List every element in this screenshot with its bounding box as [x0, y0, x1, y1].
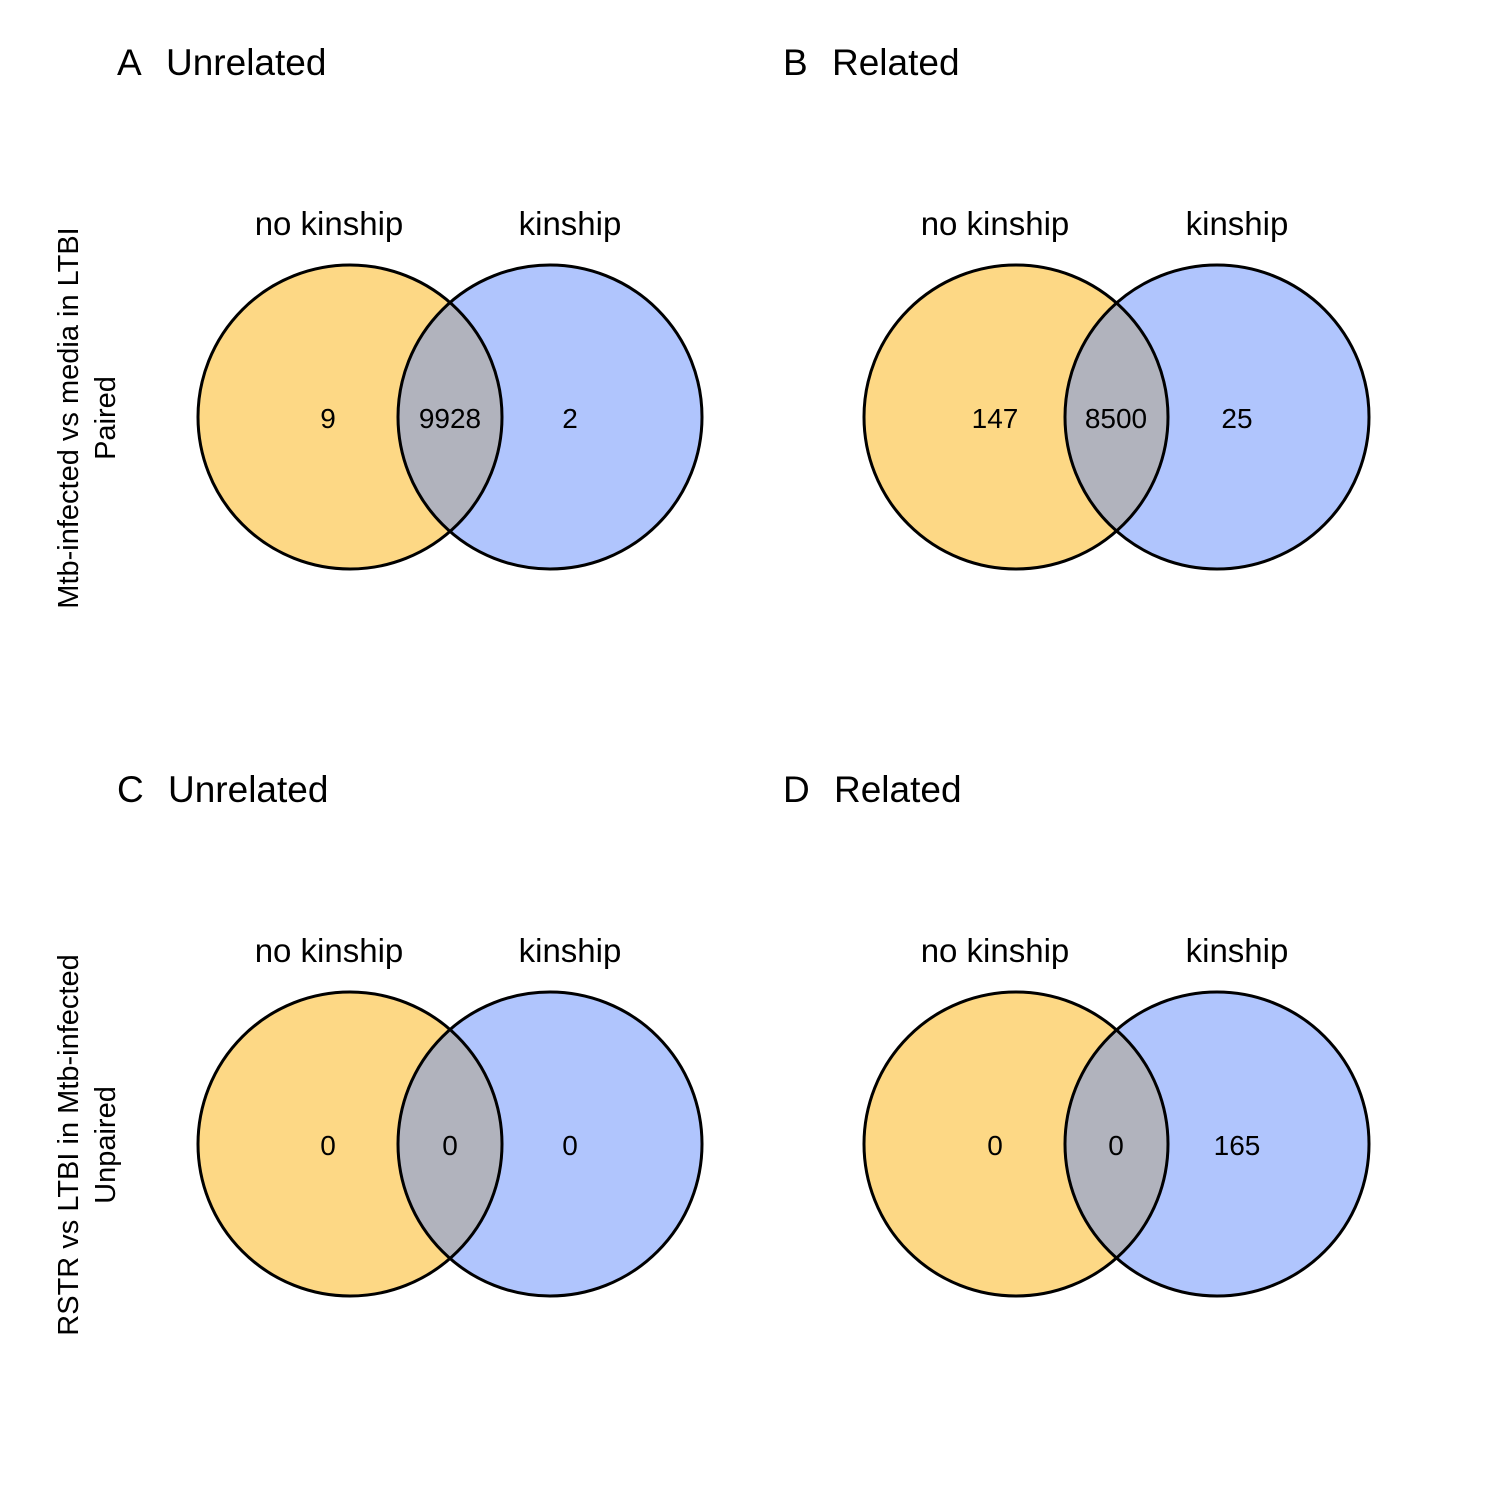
- panel-d-set-label-right: kinship: [1186, 932, 1289, 969]
- panel-d-count-both: 0: [1108, 1130, 1124, 1161]
- panel-a: A Unrelated no kinship kinship 9 9928 2: [117, 42, 704, 571]
- panel-b-count-both: 8500: [1085, 403, 1147, 434]
- panel-a-count-only-kinship: 2: [562, 403, 578, 434]
- panel-b-outline-no-kinship: [862, 263, 1170, 571]
- panel-c-outline-no-kinship: [196, 990, 504, 1298]
- panel-b-count-only-no-kinship: 147: [972, 403, 1019, 434]
- panel-c: C Unrelated no kinship kinship 0 0 0: [117, 769, 704, 1298]
- panel-c-set-label-left: no kinship: [255, 932, 404, 969]
- panel-a-title: Unrelated: [166, 42, 326, 83]
- panel-b-set-label-right: kinship: [1186, 205, 1289, 242]
- panel-c-overlap-region: [398, 992, 502, 1296]
- panel-b-outline-kinship: [1063, 263, 1371, 571]
- panel-c-count-both: 0: [442, 1130, 458, 1161]
- panel-a-set-label-left: no kinship: [255, 205, 404, 242]
- panel-c-set-label-right: kinship: [519, 932, 622, 969]
- panel-d-count-only-kinship: 165: [1214, 1130, 1261, 1161]
- panel-d-letter: D: [783, 769, 810, 810]
- panel-a-overlap-region: [398, 265, 502, 569]
- row-label-top-line1: Mtb-infected vs media in LTBI: [53, 227, 85, 608]
- panel-d-outline-kinship: [1063, 990, 1371, 1298]
- panel-b-count-only-kinship: 25: [1221, 403, 1252, 434]
- panel-b-set-label-left: no kinship: [921, 205, 1070, 242]
- row-label-bottom-line2: Unpaired: [90, 1086, 122, 1204]
- panel-a-set-label-right: kinship: [519, 205, 622, 242]
- panel-d-overlap-region: [1065, 992, 1168, 1296]
- panel-d-set-label-left: no kinship: [921, 932, 1070, 969]
- panel-b-overlap-region: [1065, 265, 1168, 569]
- panel-b: B Related no kinship kinship 147 8500 25: [783, 42, 1371, 571]
- panel-b-title: Related: [832, 42, 960, 83]
- panel-d-outline-no-kinship: [862, 990, 1170, 1298]
- panel-a-count-only-no-kinship: 9: [320, 403, 336, 434]
- row-label-bottom-line1: RSTR vs LTBI in Mtb-infected: [53, 954, 85, 1335]
- row-label-bottom: RSTR vs LTBI in Mtb-infected Unpaired: [53, 954, 122, 1335]
- row-label-top: Mtb-infected vs media in LTBI Paired: [53, 227, 122, 608]
- panel-b-letter: B: [783, 42, 808, 83]
- panel-c-letter: C: [117, 769, 144, 810]
- panel-d: D Related no kinship kinship 0 0 165: [783, 769, 1371, 1298]
- panel-a-count-both: 9928: [419, 403, 481, 434]
- panel-c-outline-kinship: [396, 990, 704, 1298]
- panel-a-outline-no-kinship: [196, 263, 504, 571]
- panel-d-title: Related: [834, 769, 962, 810]
- panel-c-count-only-kinship: 0: [562, 1130, 578, 1161]
- panel-d-count-only-no-kinship: 0: [987, 1130, 1003, 1161]
- panel-a-letter: A: [117, 42, 142, 83]
- panel-c-count-only-no-kinship: 0: [320, 1130, 336, 1161]
- row-label-top-line2: Paired: [90, 376, 122, 460]
- panel-a-outline-kinship: [396, 263, 704, 571]
- panel-c-title: Unrelated: [168, 769, 328, 810]
